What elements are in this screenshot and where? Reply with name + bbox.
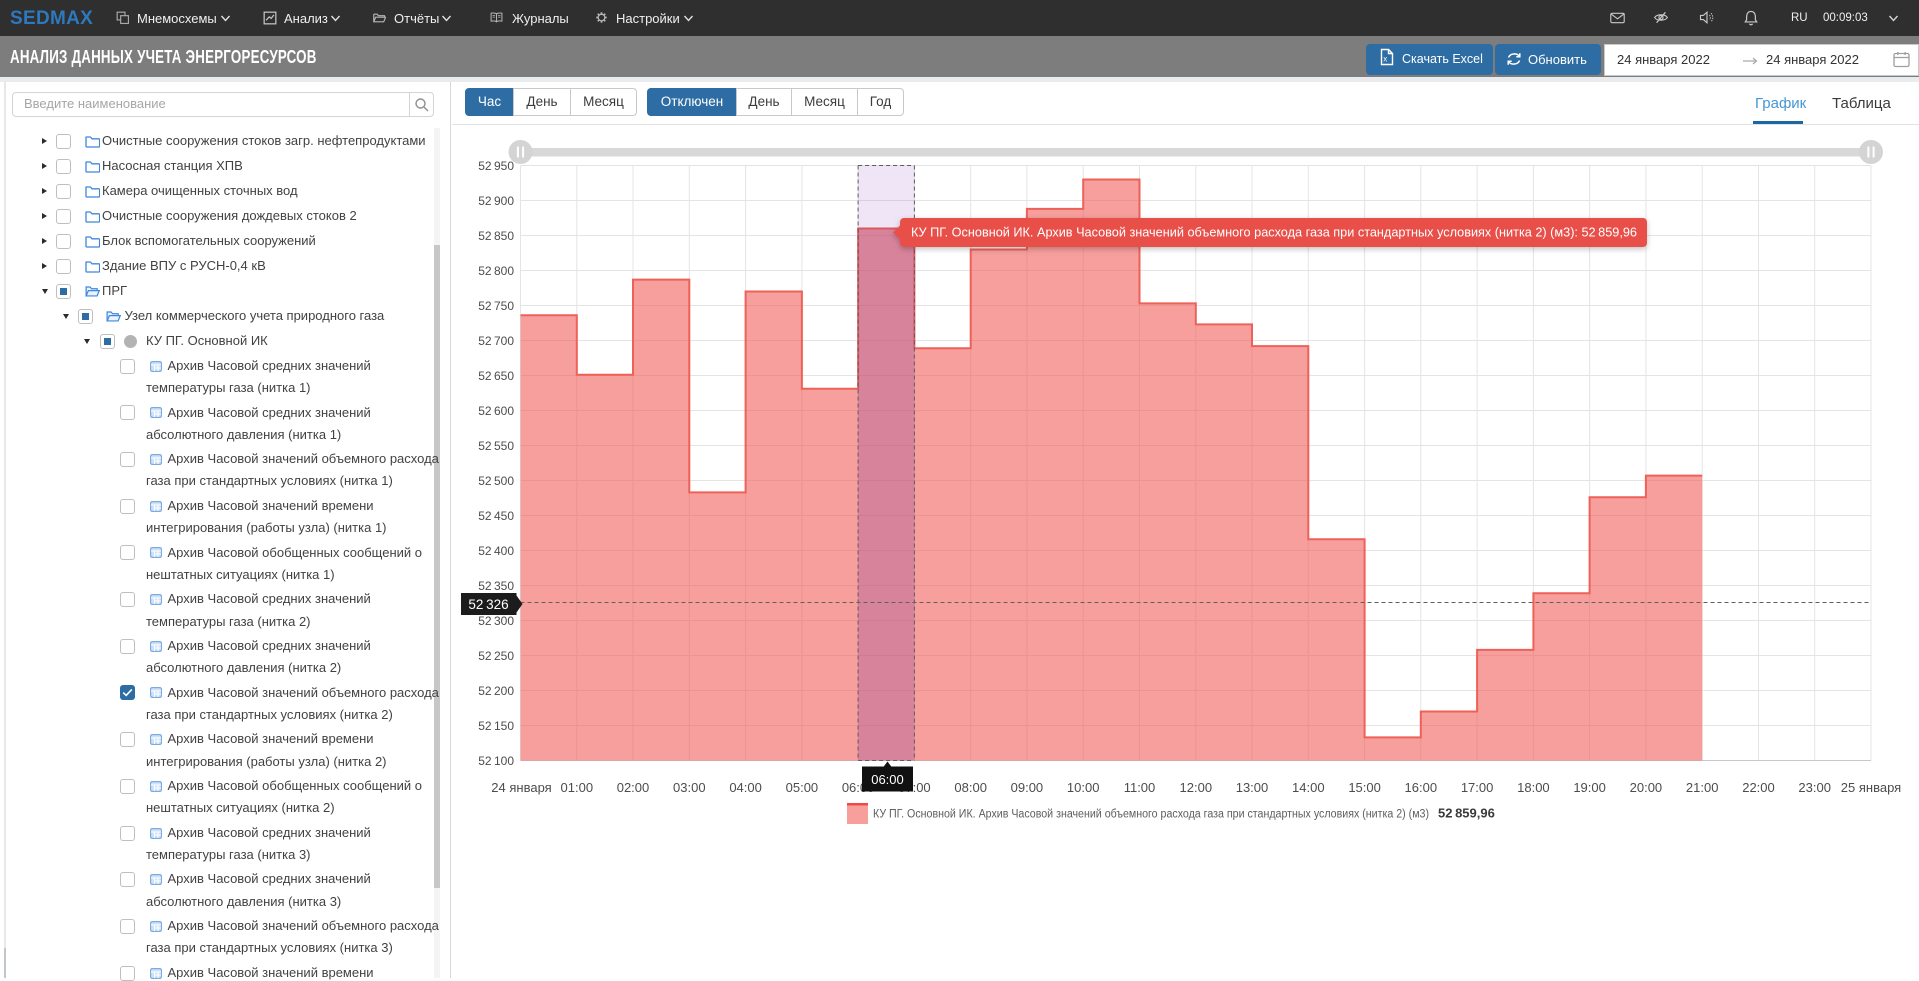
svg-text:10:00: 10:00 — [1067, 780, 1100, 795]
svg-text:52 800: 52 800 — [478, 264, 514, 278]
svg-text:52 859,96: 52 859,96 — [1438, 806, 1495, 821]
svg-text:52 326: 52 326 — [468, 597, 508, 612]
svg-text:52 500: 52 500 — [478, 474, 514, 488]
svg-text:52 900: 52 900 — [478, 194, 514, 208]
svg-text:22:00: 22:00 — [1742, 780, 1775, 795]
svg-text:11:00: 11:00 — [1124, 780, 1156, 795]
svg-text:52 750: 52 750 — [478, 299, 514, 313]
svg-text:21:00: 21:00 — [1686, 780, 1719, 795]
svg-text:КУ ПГ. Основной ИК. Архив Часо: КУ ПГ. Основной ИК. Архив Часовой значен… — [911, 226, 1637, 240]
svg-text:52 100: 52 100 — [478, 754, 514, 768]
svg-text:17:00: 17:00 — [1461, 780, 1494, 795]
svg-text:09:00: 09:00 — [1011, 780, 1044, 795]
svg-text:25 января: 25 января — [1841, 780, 1901, 795]
svg-text:24 января: 24 января — [491, 780, 551, 795]
svg-text:14:00: 14:00 — [1292, 780, 1325, 795]
svg-text:08:00: 08:00 — [954, 780, 987, 795]
svg-text:02:00: 02:00 — [617, 780, 650, 795]
svg-text:13:00: 13:00 — [1236, 780, 1269, 795]
svg-text:52 850: 52 850 — [478, 229, 514, 243]
svg-text:52 200: 52 200 — [478, 684, 514, 698]
svg-text:x: x — [1383, 55, 1387, 64]
svg-text:52 650: 52 650 — [478, 369, 514, 383]
svg-text:52 950: 52 950 — [478, 159, 514, 173]
svg-text:01:00: 01:00 — [561, 780, 594, 795]
svg-text:52 700: 52 700 — [478, 334, 514, 348]
svg-text:19:00: 19:00 — [1573, 780, 1606, 795]
svg-text:23:00: 23:00 — [1798, 780, 1831, 795]
svg-text:52 150: 52 150 — [478, 719, 514, 733]
svg-text:12:00: 12:00 — [1180, 780, 1213, 795]
svg-text:52 600: 52 600 — [478, 404, 514, 418]
svg-text:05:00: 05:00 — [786, 780, 819, 795]
svg-text:18:00: 18:00 — [1517, 780, 1550, 795]
svg-text:52 300: 52 300 — [478, 614, 514, 628]
svg-text:КУ ПГ. Основной ИК. Архив Часо: КУ ПГ. Основной ИК. Архив Часовой значен… — [873, 809, 1429, 821]
svg-text:03:00: 03:00 — [673, 780, 706, 795]
svg-text:52 250: 52 250 — [478, 649, 514, 663]
svg-text:52 450: 52 450 — [478, 509, 514, 523]
svg-text:06:00: 06:00 — [871, 772, 904, 787]
svg-text:20:00: 20:00 — [1630, 780, 1663, 795]
svg-text:52 400: 52 400 — [478, 544, 514, 558]
svg-text:52 550: 52 550 — [478, 439, 514, 453]
svg-text:04:00: 04:00 — [729, 780, 762, 795]
svg-text:52 350: 52 350 — [478, 579, 514, 593]
svg-text:16:00: 16:00 — [1405, 780, 1438, 795]
svg-text:15:00: 15:00 — [1348, 780, 1381, 795]
